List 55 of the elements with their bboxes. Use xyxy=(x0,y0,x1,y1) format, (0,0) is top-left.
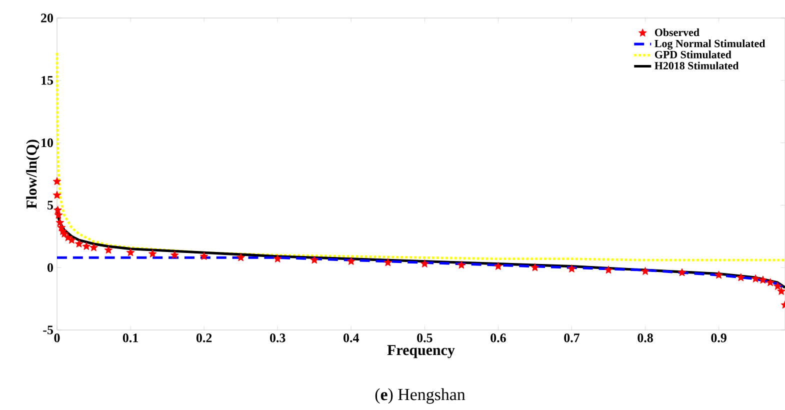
x-tick-label: 0.9 xyxy=(711,334,726,342)
point xyxy=(751,274,760,282)
point xyxy=(52,177,62,186)
x-tick-label: 0.2 xyxy=(196,334,212,342)
point xyxy=(74,240,84,248)
point xyxy=(236,253,246,262)
point xyxy=(170,250,179,259)
x-tick-label: 0.8 xyxy=(638,334,653,342)
y-tick-label: -5 xyxy=(43,326,54,334)
x-tick-label: 0 xyxy=(54,334,60,342)
x-tick-label: 0.6 xyxy=(490,334,506,342)
point xyxy=(126,248,135,256)
x-tick-label: 0.1 xyxy=(122,334,138,342)
point xyxy=(568,264,576,272)
x-axis-title: Frequency xyxy=(387,345,455,358)
point xyxy=(82,242,91,250)
point xyxy=(68,236,76,244)
y-tick-label: 15 xyxy=(42,76,54,85)
point xyxy=(494,262,502,270)
point xyxy=(200,252,208,260)
point xyxy=(777,286,785,295)
point xyxy=(641,266,650,275)
y-tick-label: 10 xyxy=(42,138,53,148)
point xyxy=(104,246,113,254)
point xyxy=(384,258,392,266)
point xyxy=(90,243,98,252)
y-tick-label: 5 xyxy=(48,200,54,210)
point xyxy=(766,278,774,286)
point xyxy=(530,263,540,272)
point xyxy=(346,256,356,265)
y-axis-title: Flow/ln(Q) xyxy=(26,140,40,209)
point xyxy=(148,249,157,258)
y-tick-label: 0 xyxy=(48,263,53,272)
x-tick-label: 0.3 xyxy=(270,334,286,342)
legend-label: Observed xyxy=(654,28,700,36)
point xyxy=(273,254,282,262)
point xyxy=(678,268,686,276)
point xyxy=(310,256,319,264)
point xyxy=(457,260,466,269)
point xyxy=(420,259,429,268)
point xyxy=(714,270,723,279)
text: (e) Hengshan xyxy=(375,388,466,404)
legend-label: GPD Stimulated xyxy=(654,50,732,58)
point xyxy=(604,266,613,274)
point xyxy=(52,190,62,199)
x-tick-label: 0.7 xyxy=(564,334,580,342)
point xyxy=(773,282,782,290)
legend-label: H2018 Stimulated xyxy=(654,62,739,70)
y-tick-label: 20 xyxy=(41,14,53,22)
legend-label: Log Normal Stimulated xyxy=(654,40,766,50)
point xyxy=(60,230,69,238)
point xyxy=(758,276,768,284)
x-tick-label: 0.5 xyxy=(417,334,432,342)
point xyxy=(736,273,746,282)
x-tick-label: 0.4 xyxy=(344,334,359,342)
